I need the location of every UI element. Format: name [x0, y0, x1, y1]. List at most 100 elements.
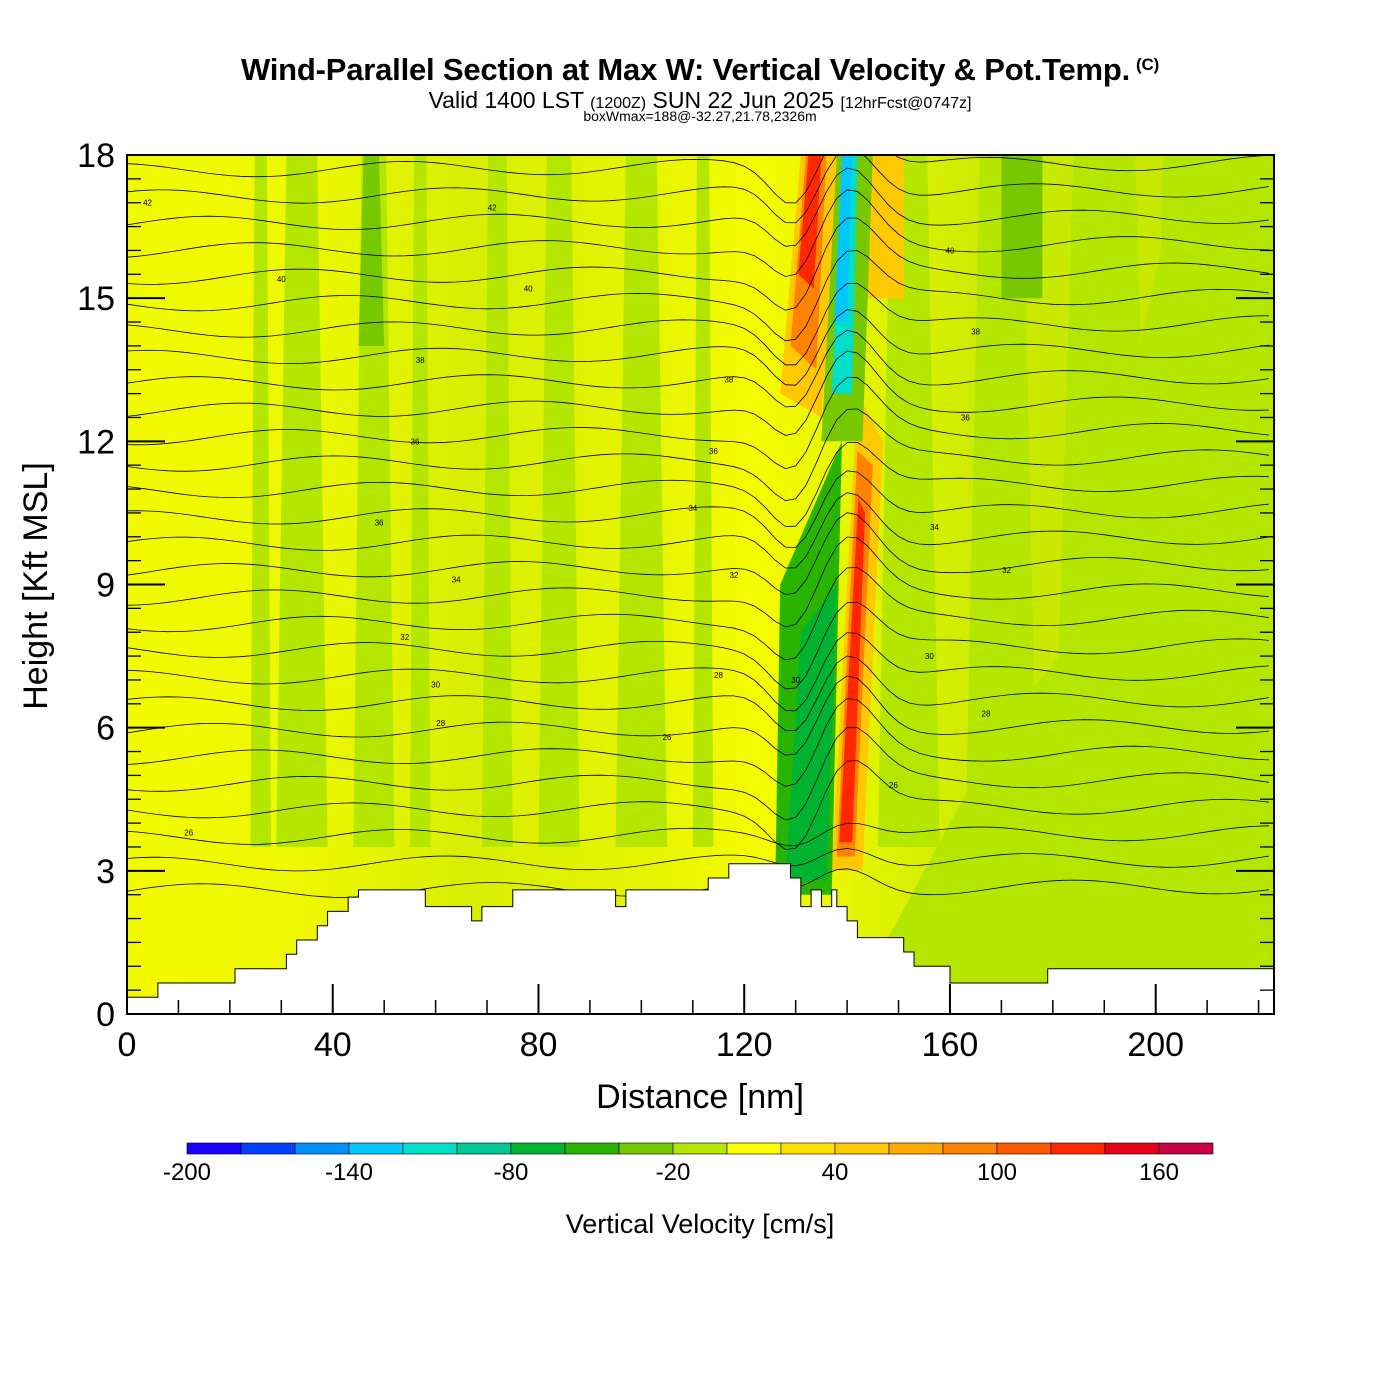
colorbar-label: 160 — [1139, 1159, 1179, 1186]
contour-label: 38 — [724, 375, 733, 384]
box-info: boxWmax=188@-32.27,21.78,2326m — [0, 108, 1400, 124]
contour-label: 40 — [524, 285, 533, 294]
x-axis-title: Distance [nm] — [596, 1078, 804, 1116]
colorbar-label: -20 — [656, 1159, 691, 1186]
theta-contour — [127, 632, 1269, 712]
valid-date: SUN 22 Jun 2025 — [652, 87, 835, 113]
velocity-band — [538, 155, 580, 847]
theta-contour — [127, 536, 1269, 628]
theta-contour — [127, 848, 1269, 872]
theta-contour — [127, 512, 1269, 596]
theta-contour — [127, 217, 1269, 311]
theta-contour — [127, 470, 1269, 548]
title-text: Wind-Parallel Section at Max W: Vertical… — [240, 52, 1131, 87]
contour-label: 26 — [184, 829, 193, 838]
colorbar-swatch — [186, 1142, 242, 1155]
x-tick-label: 120 — [716, 1026, 773, 1064]
velocity-band — [847, 155, 1274, 1014]
velocity-band — [798, 155, 822, 289]
colorbar-label: -80 — [494, 1159, 529, 1186]
colorbar-swatch — [510, 1142, 566, 1155]
y-tick-label: 18 — [77, 137, 115, 175]
x-axis: 0 40 80 120 160 200 — [118, 984, 1260, 1064]
theta-contour — [127, 309, 1269, 386]
velocity-band — [862, 155, 904, 299]
contour-label: 28 — [982, 709, 991, 718]
theta-contour — [127, 376, 1269, 470]
colorbar-swatch — [996, 1142, 1052, 1155]
x-tick-label: 80 — [520, 1026, 558, 1064]
colorbar-swatch — [1104, 1142, 1160, 1155]
theta-contour — [127, 822, 1269, 847]
theta-contour — [127, 675, 1269, 756]
theta-contour — [127, 155, 1269, 224]
theta-contour — [127, 408, 1269, 502]
contour-label: 36 — [375, 518, 384, 527]
theta-contour — [127, 492, 1269, 569]
y-axis-title: Height [Kft MSL] — [17, 462, 55, 710]
contour-label: 42 — [143, 199, 152, 208]
chart-subtitle: Valid 1400 LST (1200Z) SUN 22 Jun 2025 [… — [0, 87, 1400, 114]
contour-label: 32 — [400, 633, 409, 642]
theta-contour — [127, 441, 1269, 527]
theta-contours: 42 42 40 40 40 38 38 38 36 36 36 36 34 34 34 32 32 32 30 30… — [127, 155, 1269, 898]
theta-contour — [127, 155, 1269, 204]
velocity-band — [358, 155, 385, 346]
contour-label: 28 — [436, 719, 445, 728]
colorbar-label: -200 — [163, 1159, 211, 1186]
theta-contour — [127, 189, 1269, 278]
velocity-band — [615, 155, 668, 847]
contour-label: 36 — [961, 413, 970, 422]
contour-label: 38 — [971, 328, 980, 337]
colorbar-swatch — [240, 1142, 296, 1155]
theta-contour — [127, 655, 1269, 732]
colorbar-swatch — [402, 1142, 458, 1155]
copyright-mark: (C) — [1136, 55, 1160, 74]
velocity-band — [409, 155, 431, 847]
velocity-band — [1052, 345, 1156, 871]
contour-label: 34 — [930, 523, 939, 532]
x-tick-label: 0 — [118, 1026, 137, 1064]
velocity-band — [878, 155, 940, 847]
terrain — [127, 863, 1274, 1014]
box-info-text: boxWmax=188@-32.27,21.78,2326m — [583, 108, 817, 124]
colorbar-swatch — [348, 1142, 404, 1155]
y-tick-label: 6 — [96, 710, 115, 748]
velocity-band — [965, 155, 1038, 847]
contour-label: 34 — [688, 504, 697, 513]
theta-contour — [127, 250, 1269, 342]
contour-label: 36 — [411, 437, 420, 446]
colorbar-swatch — [780, 1142, 836, 1155]
theta-contour — [127, 760, 1269, 850]
contour-label: 38 — [416, 356, 425, 365]
theta-contour — [127, 567, 1269, 661]
y-tick-label: 15 — [77, 280, 115, 318]
contour-label: 34 — [452, 576, 461, 585]
x-tick-label: 200 — [1127, 1026, 1184, 1064]
y-tick-label: 9 — [96, 567, 115, 605]
velocity-band — [276, 155, 328, 847]
colorbar-swatch — [726, 1142, 782, 1155]
velocity-band — [250, 155, 271, 847]
theta-contour — [127, 727, 1269, 821]
colorbar: -200 -140 -80 -20 40 100 160 — [163, 1142, 1214, 1186]
chart-title: Wind-Parallel Section at Max W: Vertical… — [0, 52, 1400, 88]
colorbar-swatch — [618, 1142, 674, 1155]
velocity-band — [839, 498, 866, 843]
theta-contour — [127, 167, 1269, 247]
contour-label: 36 — [709, 447, 718, 456]
theta-contour — [127, 698, 1269, 787]
valid-time-lst: Valid 1400 LST — [428, 87, 584, 113]
colorbar-swatch — [294, 1142, 350, 1155]
colorbar-swatch — [942, 1142, 998, 1155]
y-tick-label: 3 — [96, 853, 115, 891]
colorbar-swatch — [564, 1142, 620, 1155]
velocity-band — [834, 155, 853, 322]
velocity-band — [481, 155, 513, 847]
velocity-field — [250, 155, 1274, 1014]
y-tick-label: 12 — [77, 423, 115, 461]
contour-label: 28 — [714, 671, 723, 680]
theta-contour — [127, 282, 1269, 366]
theta-contour — [127, 329, 1269, 408]
